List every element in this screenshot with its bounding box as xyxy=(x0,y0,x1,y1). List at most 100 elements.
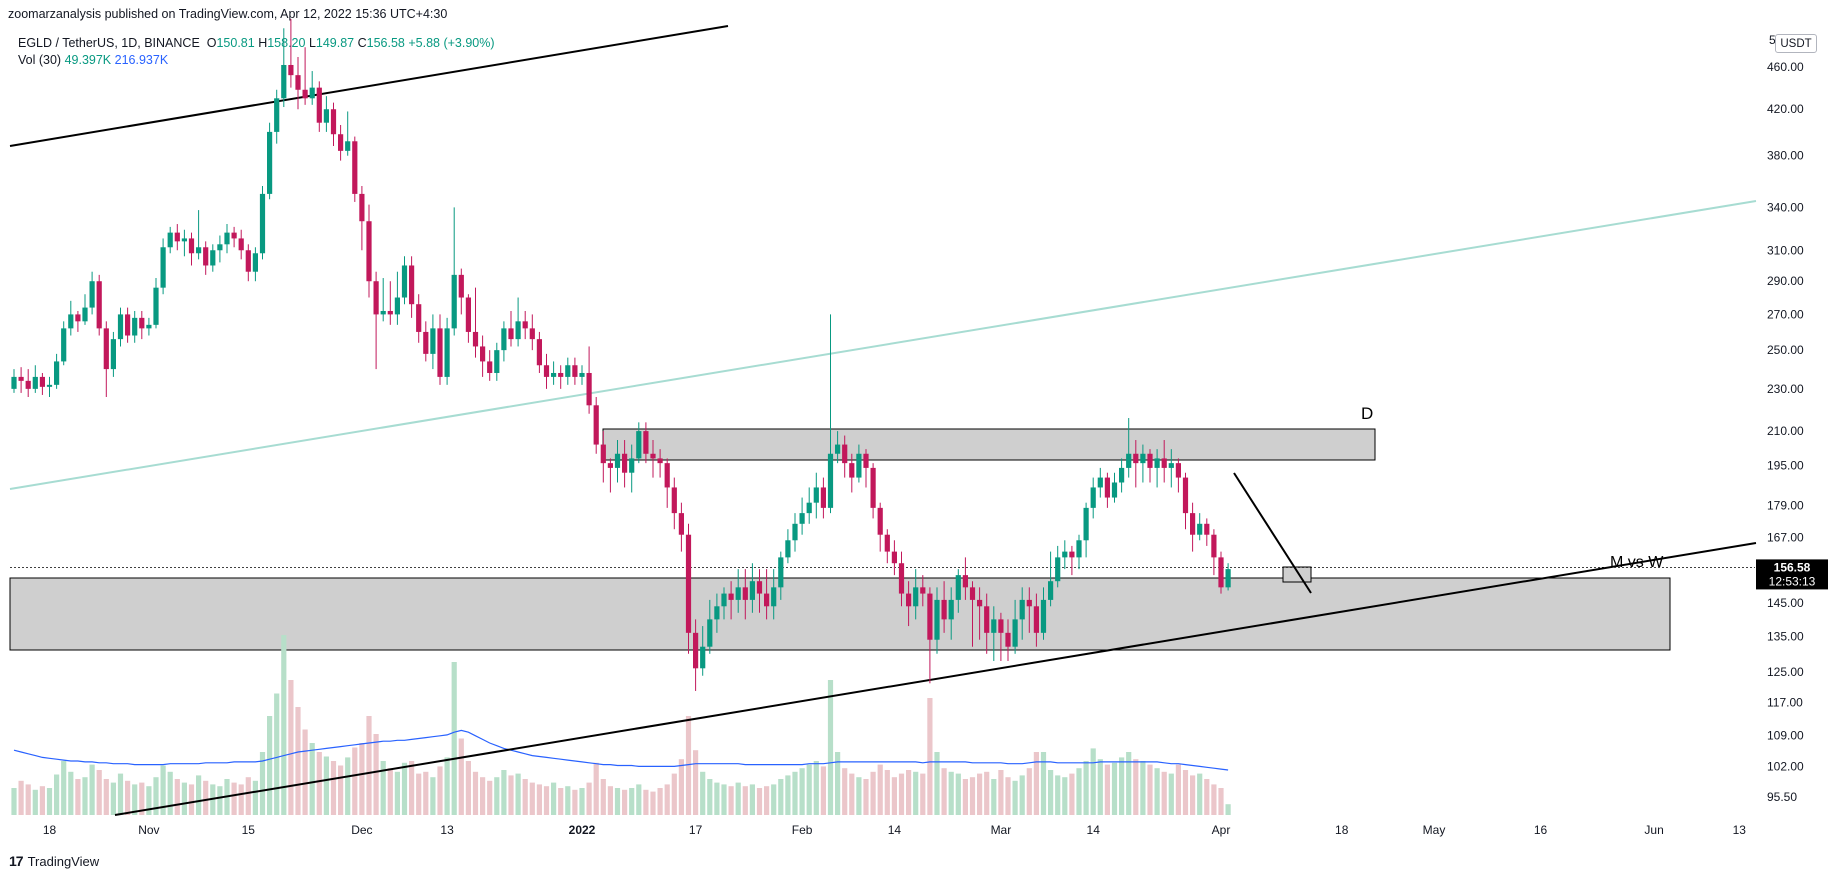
volume-bar xyxy=(1119,757,1125,815)
candle-body xyxy=(927,593,933,640)
volume-bar xyxy=(1097,759,1103,815)
volume-bar xyxy=(1104,764,1110,815)
volume-bar xyxy=(813,761,819,815)
candle-body xyxy=(267,131,273,194)
volume-bar xyxy=(39,786,45,815)
candle-body xyxy=(1033,606,1039,633)
candle-body xyxy=(884,534,890,552)
volume-bar xyxy=(153,777,159,815)
candle-body xyxy=(316,87,322,123)
volume-bar xyxy=(430,777,436,815)
volume-bar xyxy=(863,779,869,815)
volume-bar xyxy=(1083,761,1089,815)
bar-countdown: 12:53:13 xyxy=(1769,574,1816,588)
volume-bar xyxy=(742,786,748,815)
volume-bar xyxy=(75,779,81,815)
volume-bar xyxy=(316,752,322,815)
candle-body xyxy=(643,431,649,454)
volume-bar xyxy=(1048,770,1054,815)
volume-bar xyxy=(117,773,124,815)
candle-body xyxy=(437,328,443,377)
candle-body xyxy=(231,232,237,239)
volume-bar xyxy=(643,789,649,815)
time-tick-label: Dec xyxy=(351,823,372,837)
volume-bar xyxy=(281,635,287,815)
candle-body xyxy=(898,563,905,594)
candle-body xyxy=(593,405,599,445)
legend-high: H158.20 xyxy=(258,36,306,50)
price-tick-label: 230.00 xyxy=(1767,382,1804,396)
candle-body xyxy=(480,346,486,362)
time-tick-label: 18 xyxy=(1335,823,1349,837)
legend-vol-label[interactable]: Vol (30) xyxy=(18,53,62,67)
volume-bar xyxy=(68,771,74,815)
candle-body xyxy=(1175,463,1181,478)
volume-bar xyxy=(1019,775,1025,815)
candle-body xyxy=(714,606,720,620)
legend-vol-ma: 216.937K xyxy=(114,53,169,67)
candle-body xyxy=(991,619,997,633)
volume-bar xyxy=(25,784,31,815)
candle-body xyxy=(1019,599,1025,620)
candle-body xyxy=(522,321,528,329)
price-axis-top-fragment: 5 xyxy=(1769,33,1776,47)
volume-bar xyxy=(1111,762,1118,815)
time-tick-label: May xyxy=(1423,823,1446,837)
candle-body xyxy=(181,238,187,242)
candle-body xyxy=(146,324,152,329)
candle-body xyxy=(472,331,479,347)
candle-body xyxy=(1090,487,1096,508)
candle-body xyxy=(1126,453,1132,468)
candle-body xyxy=(188,238,195,254)
currency-button[interactable]: USDT xyxy=(1775,34,1817,53)
volume-bar xyxy=(103,779,109,815)
candle-body xyxy=(756,581,763,594)
annotations: D M vs W xyxy=(1361,404,1664,571)
volume-bar xyxy=(259,752,266,815)
time-axis: 18 Nov 15 Dec 13 2022 17 Feb 14 Mar 14 Apr 18 May 16 Ju… xyxy=(43,823,1746,837)
volume-bar xyxy=(167,771,173,815)
candle-body xyxy=(394,297,400,315)
candle-body xyxy=(1069,551,1075,558)
volume-bar xyxy=(1182,770,1189,815)
time-tick-label: Jun xyxy=(1644,823,1663,837)
candle-body xyxy=(536,339,542,366)
volume-bar xyxy=(444,757,450,815)
time-tick-label: 13 xyxy=(440,823,454,837)
time-tick-label: 16 xyxy=(1534,823,1548,837)
volume-bar xyxy=(1154,768,1160,815)
volume-bars xyxy=(11,635,1231,815)
volume-bar xyxy=(1026,768,1032,815)
pattern-label: M vs W xyxy=(1610,554,1664,571)
candle-body xyxy=(409,265,415,305)
legend-symbol[interactable]: EGLD / TetherUS, 1D, BINANCE xyxy=(18,36,200,50)
candle-body xyxy=(806,502,812,514)
candle-body xyxy=(387,310,393,315)
chart-legend: EGLD / TetherUS, 1D, BINANCE O150.81 H15… xyxy=(18,35,495,69)
volume-bar xyxy=(728,786,734,815)
candle-body xyxy=(1111,482,1118,498)
candle-body xyxy=(962,575,968,588)
volume-bar xyxy=(132,784,138,815)
volume-bar xyxy=(536,784,542,815)
tradingview-logo[interactable]: 17 TradingView xyxy=(9,853,99,869)
publisher-line: zoomarzanalysis published on TradingView… xyxy=(8,7,448,21)
candle-body xyxy=(586,372,592,406)
candle-body xyxy=(969,587,976,600)
volume-bar xyxy=(323,756,329,815)
volume-bar xyxy=(934,752,940,815)
candle-body xyxy=(196,247,202,254)
candle-body xyxy=(1119,467,1125,483)
tradingview-mark-icon: 17 xyxy=(9,853,24,869)
candle-body xyxy=(1182,477,1189,514)
candle-body xyxy=(416,304,422,332)
volume-bar xyxy=(629,788,635,815)
volume-bar xyxy=(707,779,713,815)
current-box xyxy=(1282,566,1312,583)
price-tick-label: 270.00 xyxy=(1767,307,1804,321)
time-tick-label: 2022 xyxy=(569,823,596,837)
candle-body xyxy=(1197,523,1203,535)
price-tick-label: 167.00 xyxy=(1767,530,1804,544)
volume-bar xyxy=(1055,775,1061,815)
